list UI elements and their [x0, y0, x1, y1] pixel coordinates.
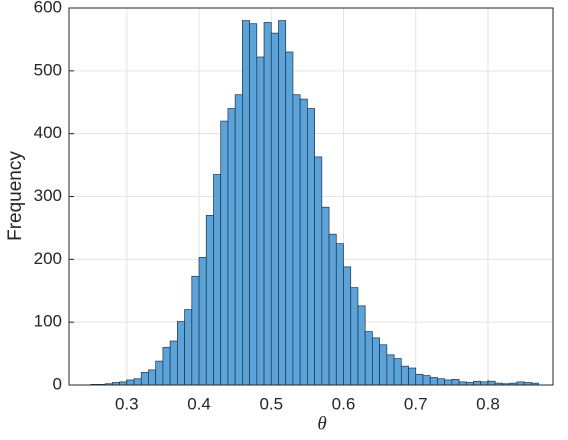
bar — [205, 215, 214, 386]
bar — [198, 257, 207, 386]
bar — [408, 367, 417, 386]
bar — [148, 369, 157, 386]
y-tick-label: 200 — [34, 249, 62, 268]
bar — [400, 365, 409, 386]
y-tick-label: 600 — [34, 0, 62, 16]
bar — [133, 378, 142, 386]
bar — [299, 98, 308, 386]
bar — [379, 344, 388, 386]
bar — [451, 378, 460, 386]
x-tick-label: 0.5 — [259, 394, 283, 413]
bar — [444, 379, 453, 386]
bar — [220, 120, 229, 386]
bar — [234, 94, 243, 386]
bar — [263, 22, 272, 386]
bar — [155, 360, 164, 386]
bar — [328, 233, 337, 386]
plot-frame — [68, 7, 554, 386]
bar — [364, 331, 373, 386]
bar — [270, 32, 279, 386]
bar — [140, 372, 149, 386]
bar — [343, 266, 352, 386]
bar — [307, 108, 315, 386]
bar — [314, 156, 323, 386]
bar — [473, 380, 482, 386]
bar — [162, 346, 171, 386]
bar — [169, 340, 178, 386]
bar — [437, 378, 445, 386]
bar — [126, 379, 135, 386]
x-tick-label: 0.8 — [476, 394, 500, 413]
bar — [191, 275, 200, 386]
bar — [487, 380, 496, 386]
x-tick-label: 0.7 — [404, 394, 428, 413]
bar — [278, 20, 287, 386]
bar — [292, 94, 301, 386]
x-tick-label: 0.6 — [332, 394, 356, 413]
x-axis-label: θ — [317, 413, 326, 434]
bar — [429, 377, 438, 386]
bar — [242, 20, 250, 386]
bar — [213, 174, 222, 386]
bar — [350, 287, 359, 386]
bar — [321, 206, 330, 386]
bar — [393, 358, 402, 386]
bar — [372, 337, 380, 386]
bar — [256, 56, 265, 386]
bar — [415, 373, 424, 386]
y-axis-label: Frequency — [5, 151, 26, 241]
bar — [386, 354, 395, 386]
bar — [177, 321, 185, 386]
y-tick-label: 300 — [34, 186, 62, 205]
bar — [422, 375, 431, 386]
y-tick-label: 500 — [34, 60, 62, 79]
bar — [335, 243, 344, 386]
y-tick-label: 400 — [34, 123, 62, 142]
x-tick-label: 0.3 — [115, 394, 139, 413]
y-tick-label: 100 — [34, 312, 62, 331]
y-tick-label: 0 — [53, 374, 62, 393]
bar — [184, 309, 193, 386]
bar — [285, 51, 294, 386]
bar — [227, 108, 236, 386]
bar — [249, 23, 258, 386]
x-tick-label: 0.4 — [187, 394, 211, 413]
bar — [357, 305, 366, 386]
